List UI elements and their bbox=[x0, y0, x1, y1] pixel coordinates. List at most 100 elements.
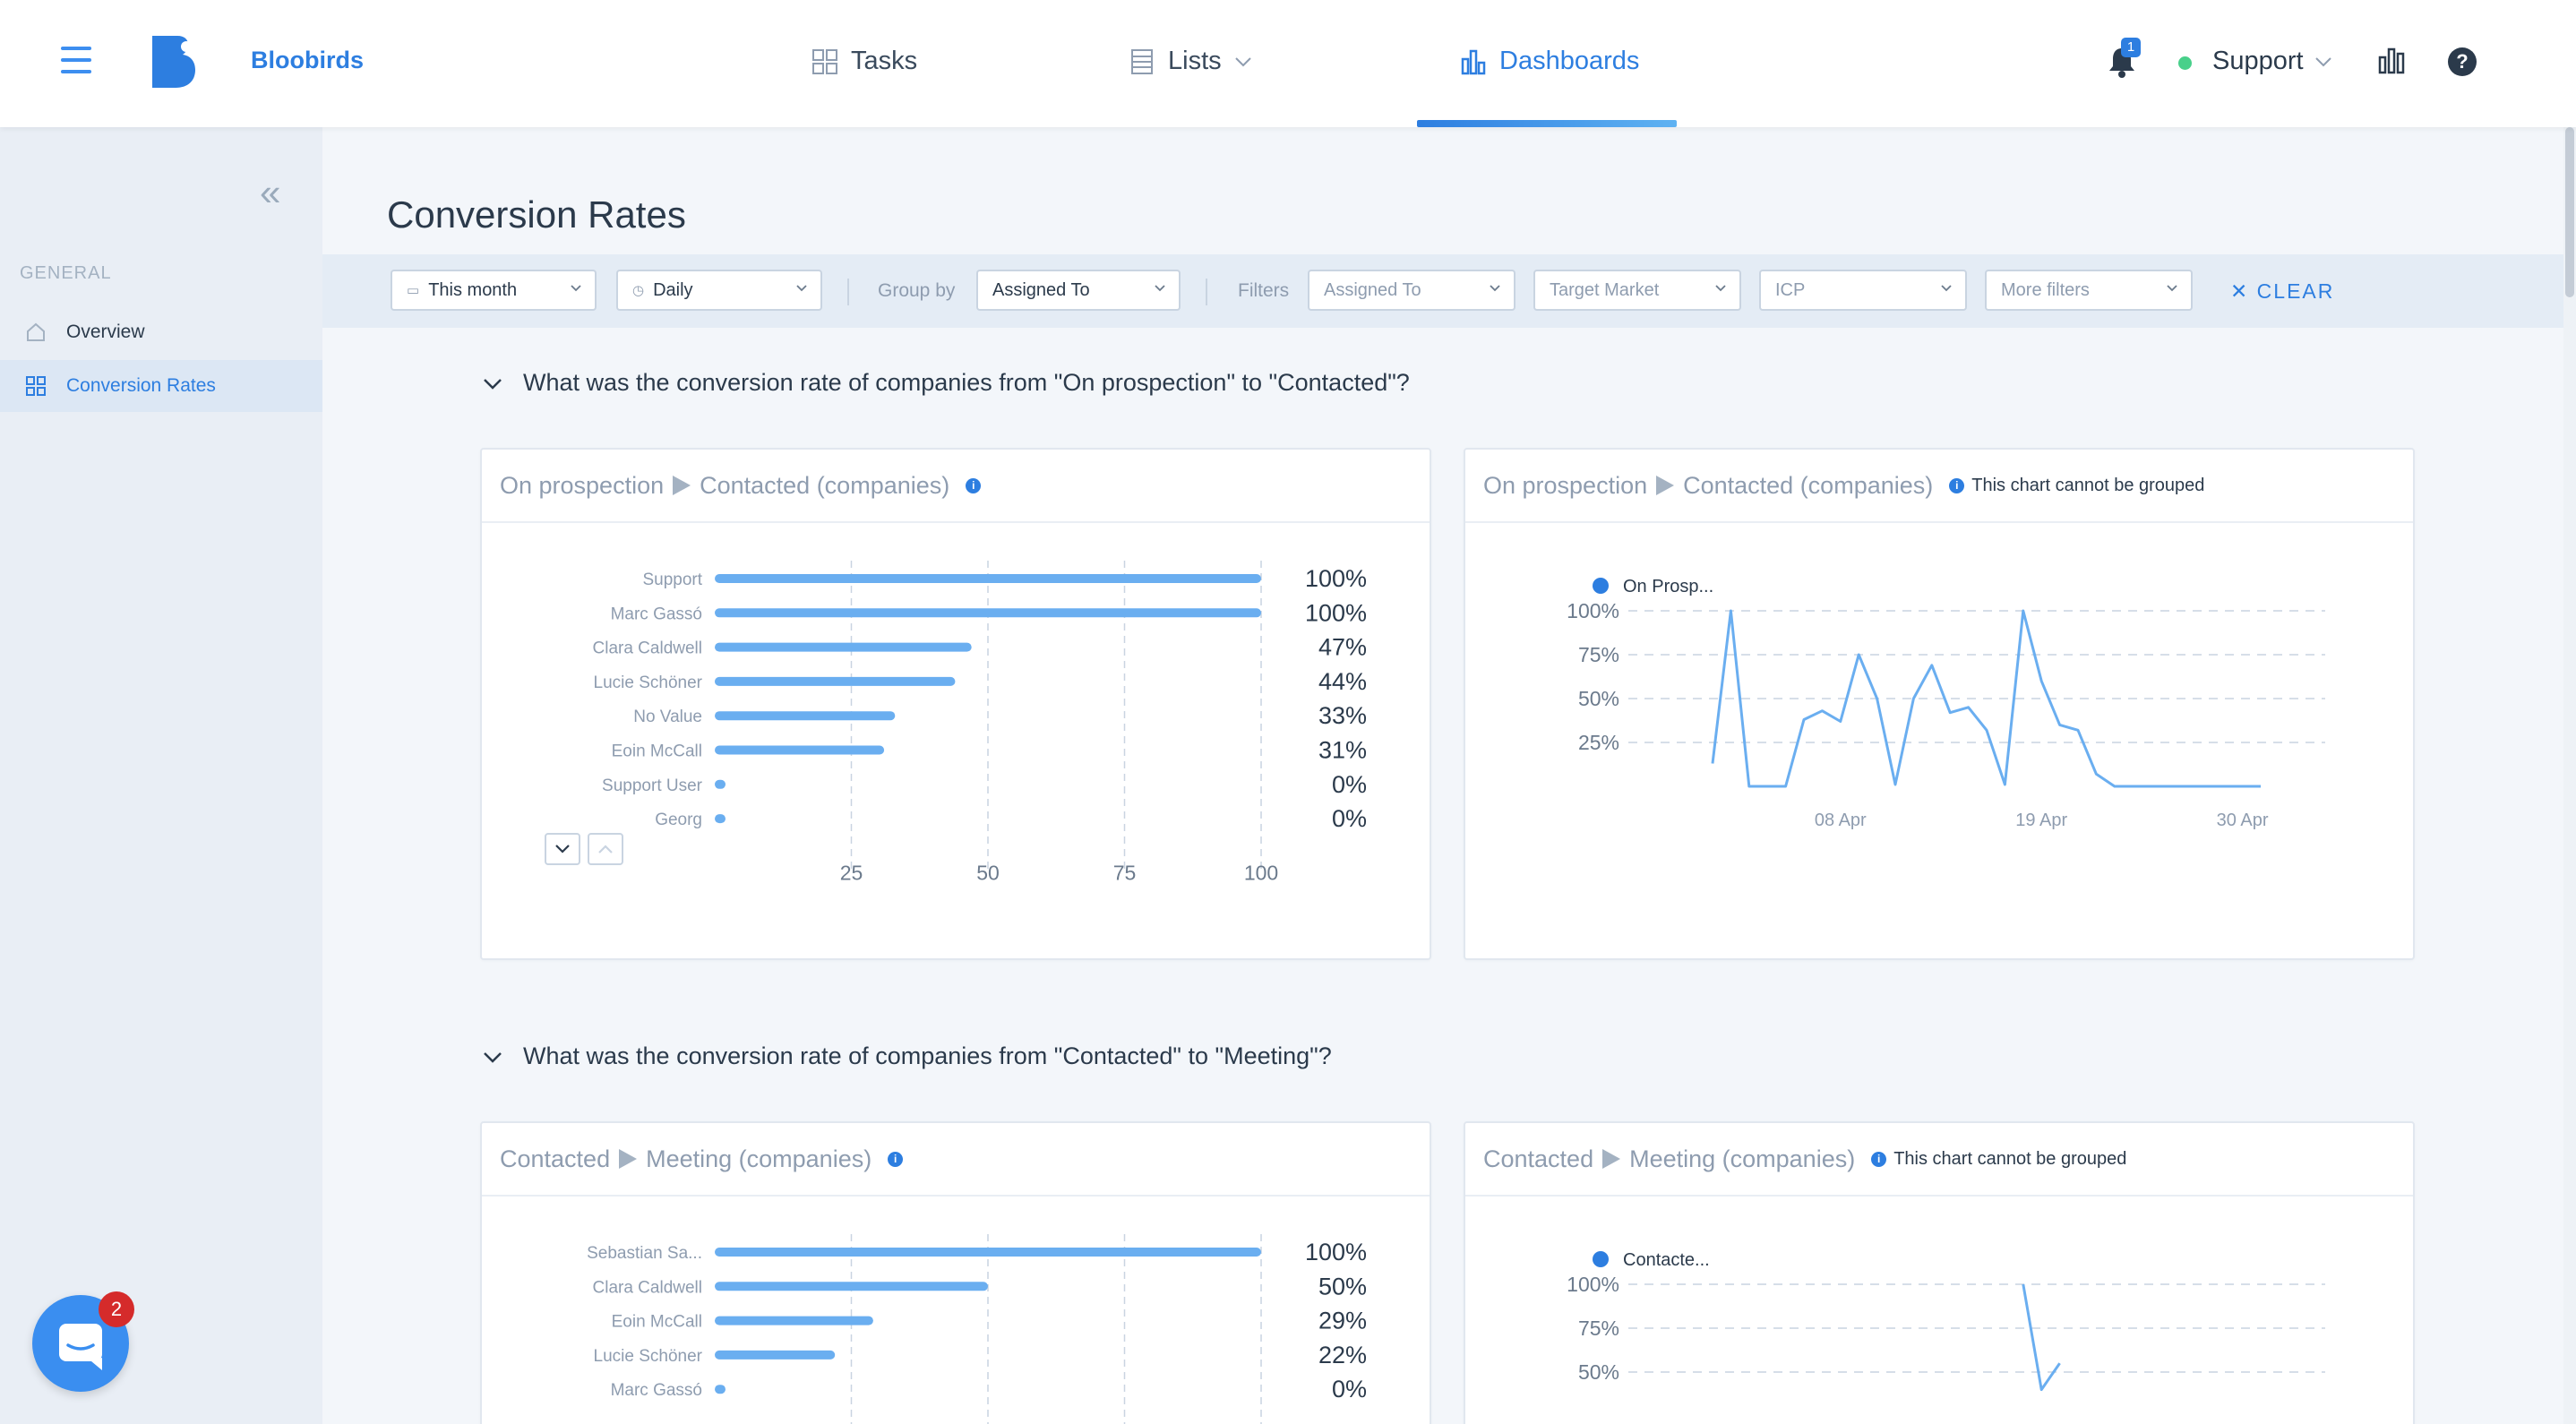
card-title-from: On prospection bbox=[500, 471, 665, 499]
nav-tasks[interactable]: Tasks bbox=[811, 47, 917, 76]
line-series-path bbox=[1711, 609, 2261, 788]
scrollbar-thumb[interactable] bbox=[2565, 127, 2574, 297]
chat-unread-badge: 2 bbox=[99, 1291, 134, 1327]
arrow-right-icon bbox=[673, 476, 691, 495]
menu-icon[interactable] bbox=[61, 47, 91, 73]
info-icon[interactable]: i bbox=[1949, 477, 1965, 493]
bar-value-label: 50% bbox=[1318, 1273, 1367, 1300]
bar-value-label: 44% bbox=[1318, 668, 1367, 695]
x-tick-label: 30 Apr bbox=[2217, 811, 2269, 830]
scroll-up-button[interactable] bbox=[588, 833, 623, 865]
nav-lists-label: Lists bbox=[1168, 47, 1222, 75]
bar-category-label: Lucie Schöner bbox=[594, 673, 703, 692]
chevron-down-icon bbox=[571, 285, 581, 292]
group-by-select[interactable]: Assigned To bbox=[976, 270, 1181, 311]
more-filters-select[interactable]: More filters bbox=[1985, 270, 2193, 311]
bar-value-label: 33% bbox=[1318, 702, 1367, 729]
bar-value-label: 29% bbox=[1318, 1308, 1367, 1334]
card-title-from: Contacted bbox=[500, 1145, 611, 1172]
bar bbox=[715, 814, 726, 824]
arrow-right-icon bbox=[1656, 476, 1675, 495]
bar-chart-icon bbox=[1461, 49, 1486, 74]
bar-category-label: Clara Caldwell bbox=[593, 1278, 703, 1297]
divider bbox=[847, 279, 849, 305]
legend-marker bbox=[1593, 578, 1609, 594]
bar-category-label: Clara Caldwell bbox=[593, 639, 703, 658]
grid-icon bbox=[26, 376, 46, 396]
bar-value-label: 47% bbox=[1318, 634, 1367, 661]
clock-icon: ◷ bbox=[632, 283, 645, 298]
card-title-to: Meeting (companies) bbox=[646, 1145, 872, 1172]
assigned-to-filter[interactable]: Assigned To bbox=[1308, 270, 1516, 311]
chevron-down-icon bbox=[1234, 56, 1251, 66]
cannot-group-note: This chart cannot be grouped bbox=[1893, 1148, 2127, 1169]
info-icon[interactable]: i bbox=[1871, 1151, 1887, 1167]
assigned-to-placeholder: Assigned To bbox=[1324, 279, 1421, 300]
bar-category-label: Georg bbox=[655, 811, 702, 829]
line-chart: On Prosp...100% 75% 50% 25% 08 Apr 19 Apr 30 A… bbox=[1567, 577, 2325, 830]
question-toggle[interactable]: What was the conversion rate of companie… bbox=[482, 1042, 1332, 1070]
bar bbox=[715, 745, 885, 755]
group-by-value: Assigned To bbox=[992, 279, 1090, 300]
bar-chart: Sebastian Sa... 100% Clara Caldwell 50% Eoin… bbox=[587, 1234, 1367, 1424]
legend-label: Contacte... bbox=[1623, 1250, 1710, 1270]
group-by-label: Group by bbox=[878, 280, 956, 301]
x-tick-label: 25 bbox=[840, 861, 863, 884]
x-tick-label: 50 bbox=[976, 861, 1000, 884]
y-tick-label: 100% bbox=[1567, 599, 1619, 622]
bar-value-label: 100% bbox=[1305, 1239, 1367, 1265]
bar bbox=[715, 676, 956, 686]
bar-value-label: 100% bbox=[1305, 565, 1367, 592]
sidebar-item-conversion-rates[interactable]: Conversion Rates bbox=[0, 360, 322, 412]
nav-lists[interactable]: Lists bbox=[1129, 47, 1252, 76]
chevron-up-icon bbox=[598, 845, 613, 854]
chevron-down-icon bbox=[1490, 285, 1500, 292]
info-icon[interactable]: i bbox=[966, 477, 982, 493]
nav-tasks-label: Tasks bbox=[851, 47, 918, 75]
bar bbox=[715, 1282, 988, 1291]
scroll-down-button[interactable] bbox=[545, 833, 580, 865]
card-title-to: Contacted (companies) bbox=[700, 471, 950, 499]
chevron-down-icon bbox=[1941, 285, 1952, 292]
help-icon[interactable]: ? bbox=[2448, 47, 2477, 76]
stats-icon[interactable] bbox=[2377, 47, 2406, 75]
chat-icon bbox=[59, 1324, 102, 1370]
sidebar: « GENERAL Overview Conversion Rates bbox=[0, 127, 322, 1424]
icp-filter[interactable]: ICP bbox=[1759, 270, 1967, 311]
question-toggle[interactable]: What was the conversion rate of companie… bbox=[482, 369, 1410, 397]
granularity-select[interactable]: ◷ Daily bbox=[616, 270, 822, 311]
bar-chart-card: Contacted Meeting (companies) i Sebastia… bbox=[480, 1121, 1431, 1424]
info-icon[interactable]: i bbox=[888, 1151, 904, 1167]
sidebar-item-overview[interactable]: Overview bbox=[0, 306, 322, 358]
target-market-placeholder: Target Market bbox=[1550, 279, 1660, 300]
card-header: Contacted Meeting (companies) i bbox=[482, 1123, 1430, 1197]
clear-label: CLEAR bbox=[2256, 279, 2335, 303]
bar-value-label: 0% bbox=[1332, 771, 1367, 798]
y-tick-label: 25% bbox=[1578, 731, 1619, 754]
card-header: Contacted Meeting (companies) i This cha… bbox=[1465, 1123, 2413, 1197]
brand-name[interactable]: Bloobirds bbox=[251, 47, 364, 73]
y-tick-label: 100% bbox=[1567, 1273, 1619, 1296]
clear-filters-button[interactable]: ✕ CLEAR bbox=[2230, 279, 2334, 304]
account-selector[interactable]: Support bbox=[2212, 47, 2332, 76]
date-range-select[interactable]: ▭ This month bbox=[391, 270, 597, 311]
x-tick-label: 75 bbox=[1113, 861, 1137, 884]
divider bbox=[1206, 279, 1207, 305]
target-market-filter[interactable]: Target Market bbox=[1533, 270, 1741, 311]
grid-icon bbox=[812, 48, 837, 74]
bar-value-label: 0% bbox=[1332, 805, 1367, 832]
card-title-from: Contacted bbox=[1483, 1145, 1594, 1172]
legend-label: On Prosp... bbox=[1623, 577, 1713, 596]
x-tick-label: 19 Apr bbox=[2015, 811, 2067, 830]
card-title-from: On prospection bbox=[1483, 471, 1648, 499]
line-series-path bbox=[2022, 1283, 2061, 1392]
y-tick-label: 50% bbox=[1578, 1360, 1619, 1384]
collapse-sidebar-icon[interactable]: « bbox=[260, 171, 281, 213]
active-tab-indicator bbox=[1417, 120, 1677, 127]
scrollbar[interactable] bbox=[2563, 127, 2576, 1424]
nav-dashboards[interactable]: Dashboards bbox=[1460, 47, 1639, 76]
bar-category-label: Marc Gassó bbox=[611, 1381, 702, 1400]
bloobirds-logo[interactable] bbox=[150, 36, 195, 92]
bar-value-label: 31% bbox=[1318, 737, 1367, 764]
bar bbox=[715, 779, 726, 789]
